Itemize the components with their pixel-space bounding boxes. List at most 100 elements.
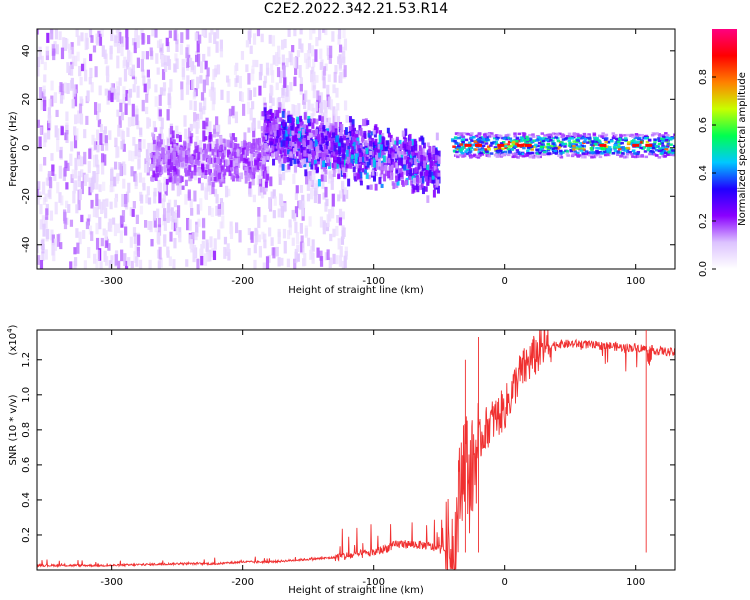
spectrogram-cell xyxy=(284,165,288,173)
spectrogram-cell xyxy=(40,125,44,135)
spectrogram-cell xyxy=(669,143,673,146)
spectrogram-cell xyxy=(594,153,598,156)
spectrogram-cell xyxy=(398,168,402,174)
spectrogram-cell xyxy=(352,149,356,157)
spectrogram-cell xyxy=(186,61,190,71)
spectrogram-cell xyxy=(251,101,255,110)
spectrogram-cell xyxy=(336,103,340,111)
spectrogram-cell xyxy=(424,186,428,192)
spectrogram-cell xyxy=(476,134,480,138)
spectrogram-cell xyxy=(371,169,375,176)
spectrogram-cell xyxy=(146,81,150,91)
spectrogram-cell xyxy=(194,32,198,41)
spectrogram-cell xyxy=(214,147,218,152)
spectrogram-cell xyxy=(325,154,329,162)
spectrogram-cell xyxy=(285,145,289,152)
spectrogram-cell xyxy=(137,159,141,170)
spectrogram-cell xyxy=(62,168,66,181)
spectrogram-cell xyxy=(354,146,358,154)
spectrogram-cell xyxy=(158,39,163,48)
spectrogram-cell xyxy=(65,122,69,130)
spectrogram-cell xyxy=(635,145,640,149)
spectrogram-cell xyxy=(556,139,561,143)
spectrogram-cell xyxy=(339,158,343,164)
spectrogram-cell xyxy=(296,137,300,142)
spectrogram-cell xyxy=(68,49,72,59)
spectrogram-cell xyxy=(662,155,667,158)
spectrogram-cell xyxy=(107,222,111,232)
spectrogram-cell xyxy=(205,117,209,127)
spectrogram-cell xyxy=(403,168,407,175)
spectrogram-cell xyxy=(39,259,44,269)
spectrogram-cell xyxy=(415,167,419,175)
spectrogram-cell xyxy=(310,163,314,170)
spectrogram-cell xyxy=(273,141,277,147)
spectrogram-cell xyxy=(384,156,388,164)
spectrogram-cell xyxy=(607,151,611,154)
spectrogram-cell xyxy=(122,60,126,69)
spectrogram-cell xyxy=(515,143,520,147)
spectrogram-cell xyxy=(412,168,416,174)
spectrogram-cell xyxy=(283,126,287,133)
spectrogram-cell xyxy=(355,130,359,137)
spectrogram-cell xyxy=(244,172,248,179)
spectrogram-cell xyxy=(249,148,253,154)
spectrogram-cell xyxy=(339,162,343,169)
spectrogram-cell xyxy=(547,146,551,149)
spectrogram-cell xyxy=(290,117,294,126)
spectrogram-cell xyxy=(462,132,466,135)
spectrogram-cell xyxy=(613,134,617,138)
spectrogram-cell xyxy=(512,144,517,147)
spectrogram-cell xyxy=(160,147,164,154)
spectrogram-cell xyxy=(65,182,69,190)
spectrogram-cell xyxy=(254,233,258,245)
spectrogram-cell xyxy=(333,145,337,152)
spectrogram-cell xyxy=(58,85,62,94)
spectrogram-cell xyxy=(283,121,287,130)
spectrogram-cell xyxy=(257,137,261,146)
spectrogram-cell xyxy=(103,49,107,59)
spectrogram-cell xyxy=(499,134,503,138)
spectrogram-cell xyxy=(294,143,298,152)
spectrogram-cell xyxy=(565,135,570,138)
spectrogram-cell xyxy=(643,150,648,153)
spectrogram-cell xyxy=(197,177,201,184)
spectrogram-cell xyxy=(179,44,184,55)
spectrogram-cell xyxy=(469,133,473,137)
spectrogram-cell xyxy=(258,162,262,168)
spectrogram-cell xyxy=(501,143,505,146)
spectrogram-cell xyxy=(327,48,331,60)
spectrogram-cell xyxy=(413,151,417,159)
spectrogram-cell xyxy=(626,142,631,146)
spectrogram-cell xyxy=(576,134,581,137)
spectrogram-cell xyxy=(224,185,229,198)
snr-y-tick-label: 0.2 xyxy=(21,527,32,543)
spectrogram-cell xyxy=(342,165,346,173)
spectrogram-cell xyxy=(532,145,536,149)
spectrogram-cell xyxy=(500,154,504,157)
spectrogram-cell xyxy=(189,136,193,144)
spectrogram-cell xyxy=(59,242,63,250)
spectrogram-cell xyxy=(334,138,338,147)
spectrogram-cell xyxy=(301,128,305,136)
spectrogram-cell xyxy=(187,156,191,164)
spectrogram-cell xyxy=(265,62,270,75)
spectrogram-cell xyxy=(151,157,155,163)
spectrogram-cell xyxy=(165,37,169,47)
spectrogram-cell xyxy=(322,29,326,33)
spectrogram-cell xyxy=(332,84,336,94)
spectrogram-cell xyxy=(253,165,257,171)
spectrogram-cell xyxy=(311,125,315,138)
spectrogram-cell xyxy=(132,84,136,93)
spectrogram-cell xyxy=(277,107,281,114)
spectrogram-cell xyxy=(252,172,256,179)
spectrogram-cell xyxy=(39,219,43,230)
spectrogram-cell xyxy=(403,162,407,170)
spectrogram-cell xyxy=(366,185,370,190)
spectrogram-cell xyxy=(454,146,459,150)
spectrogram-cell xyxy=(298,134,302,139)
spectrogram-cell xyxy=(266,114,270,120)
spectrogram-cell xyxy=(459,132,463,135)
spectrogram-cell xyxy=(89,67,93,79)
spectrogram-cell xyxy=(552,145,557,149)
